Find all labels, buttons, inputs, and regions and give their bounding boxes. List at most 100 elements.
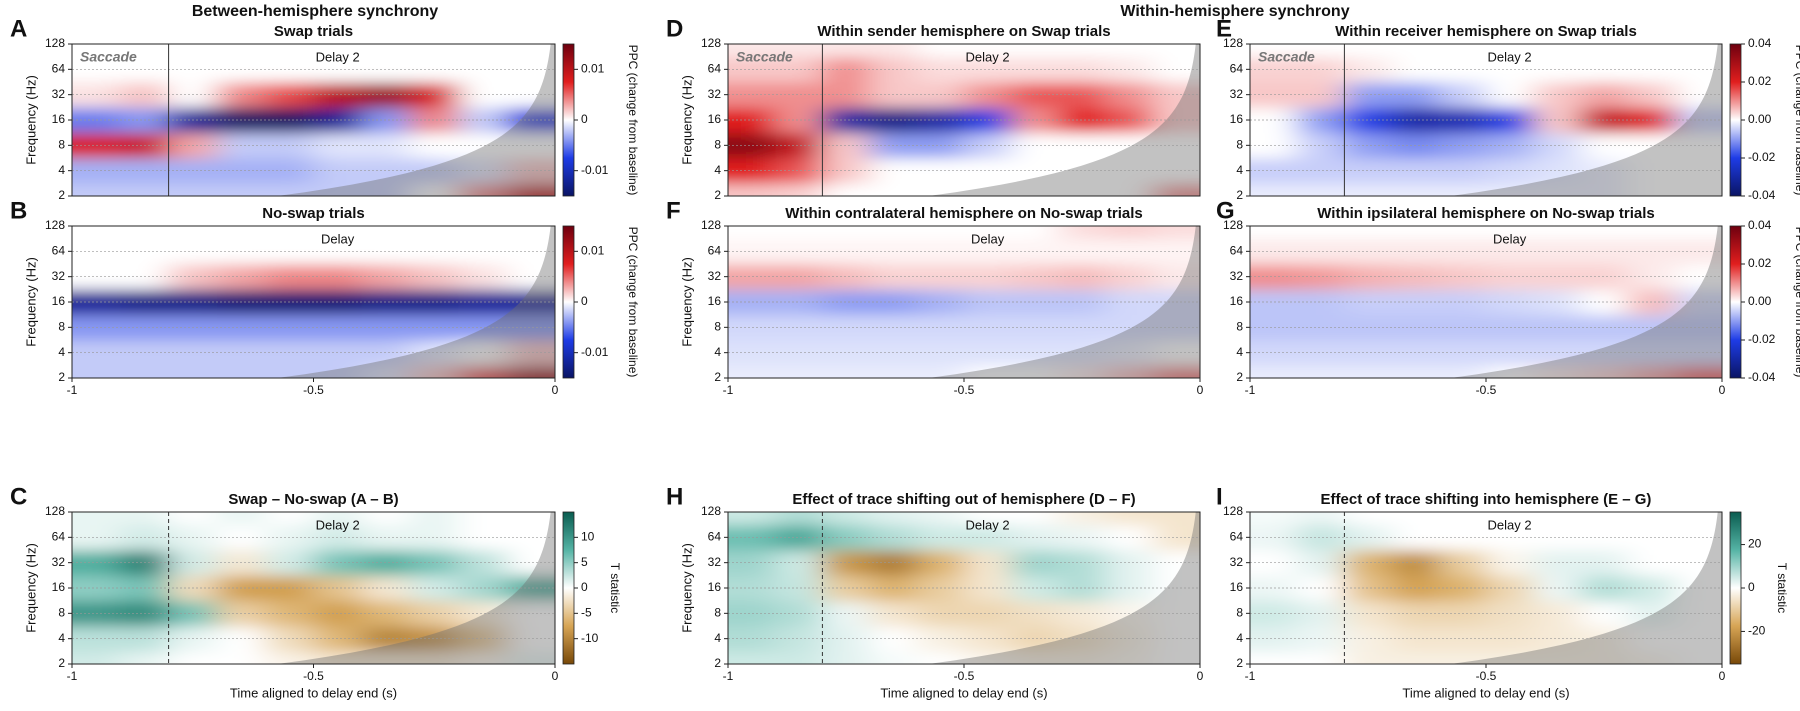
heatmap-cell — [964, 512, 1012, 526]
heatmap-cell — [1438, 365, 1487, 378]
heatmap — [728, 512, 1200, 664]
heatmap-cell — [265, 651, 314, 664]
panel-letter: G — [1216, 197, 1235, 224]
colorbar-tick-label: 0.04 — [1748, 218, 1772, 232]
heatmap-cell — [822, 550, 871, 576]
heatmap-cell — [1486, 132, 1534, 159]
panel: 2 4 8 16 32 64 128 -1 -0.5 0 No-swap trials B Delay F… — [10, 197, 640, 397]
heatmap-cell — [775, 550, 823, 576]
heatmap-cell — [869, 512, 918, 526]
heatmap-cell — [1011, 107, 1059, 134]
heatmap-cell — [506, 550, 555, 576]
heatmap-cell — [1533, 512, 1581, 526]
heatmap-cell — [1486, 56, 1534, 83]
colorbar-tick-label: -0.01 — [581, 163, 609, 177]
heatmap-cell — [1011, 56, 1059, 83]
x-tick-label: -0.5 — [303, 383, 324, 397]
heatmap-cell — [506, 132, 555, 159]
heatmap-cell — [1250, 626, 1298, 652]
heatmap-cell — [1580, 626, 1629, 652]
coi-shade — [928, 512, 1200, 664]
heatmap-cell — [1250, 600, 1298, 627]
heatmap-cell — [964, 183, 1012, 196]
heatmap-cell — [1297, 107, 1345, 134]
heatmap-cell — [216, 512, 266, 526]
heatmap-cell — [361, 226, 411, 240]
heatmap-cell — [728, 600, 776, 627]
heatmap-cell — [120, 651, 170, 664]
y-tick-label: 8 — [714, 138, 721, 152]
y-axis-label: Frequency (Hz) — [679, 75, 694, 165]
heatmap-cell — [822, 82, 871, 108]
heatmap-cell — [1058, 238, 1107, 265]
y-axis-label: Frequency (Hz) — [679, 257, 694, 347]
y-tick-label: 128 — [701, 218, 721, 232]
heatmap-cell — [1580, 365, 1629, 378]
heatmap-cell — [1533, 82, 1581, 108]
heatmap-cell — [1250, 524, 1298, 551]
y-tick-label: 32 — [52, 269, 66, 283]
heatmap-cell — [728, 226, 776, 240]
heatmap-cell — [410, 183, 459, 196]
heatmap-cell — [1058, 600, 1107, 627]
colorbar-tick-label: 0 — [1748, 580, 1755, 594]
y-tick-label: 64 — [708, 244, 722, 258]
heatmap-cell — [728, 132, 776, 159]
heatmap-cell — [1533, 626, 1581, 652]
heatmap-cell — [728, 575, 776, 602]
panel-letter: D — [666, 15, 683, 42]
heatmap-cell — [1580, 132, 1629, 159]
heatmap-cell — [410, 158, 459, 184]
heatmap-cell — [1250, 651, 1298, 664]
heatmap-cell — [728, 107, 776, 134]
heatmap-cell — [1297, 340, 1345, 366]
heatmap-cell — [1011, 575, 1059, 602]
heatmap-cell — [1533, 56, 1581, 83]
heatmap-cell — [1058, 651, 1107, 664]
heatmap-cell — [775, 340, 823, 366]
period-label: Delay — [1493, 231, 1527, 246]
panel-title: Effect of trace shifting into hemisphere… — [1321, 491, 1652, 508]
heatmap-cell — [1250, 512, 1298, 526]
heatmap-cell — [1058, 550, 1107, 576]
y-tick-label: 16 — [1230, 580, 1244, 594]
heatmap-cell — [410, 238, 459, 265]
y-tick-label: 8 — [58, 138, 65, 152]
heatmap-cell — [728, 550, 776, 576]
heatmap-cell — [1580, 512, 1629, 526]
heatmap-cell — [1297, 56, 1345, 83]
heatmap-cell — [458, 550, 508, 576]
heatmap-cell — [1297, 314, 1345, 341]
coi-shade — [277, 226, 555, 378]
heatmap-cell — [728, 56, 776, 83]
colorbar-tick-label: 0.04 — [1748, 36, 1772, 50]
heatmap-cell — [822, 365, 871, 378]
y-tick-label: 16 — [52, 294, 66, 308]
period-label: Delay 2 — [966, 49, 1010, 64]
y-tick-label: 2 — [58, 370, 65, 384]
plot-frame — [1249, 511, 1723, 665]
heatmap-cell — [1250, 82, 1298, 108]
heatmap-cell — [72, 226, 121, 240]
colorbar-label: T statistic — [608, 563, 622, 613]
heatmap-cell — [728, 340, 776, 366]
colorbar-tick-label: 5 — [581, 555, 588, 569]
heatmap-cell — [1011, 82, 1059, 108]
heatmap-cell — [1627, 183, 1676, 196]
heatmap-cell — [1344, 512, 1393, 526]
heatmap-cell — [1058, 365, 1107, 378]
heatmap-cell — [1297, 600, 1345, 627]
y-tick-label: 4 — [714, 631, 721, 645]
heatmap-cell — [728, 651, 776, 664]
heatmap-cell — [775, 44, 823, 58]
heatmap-cell — [1486, 183, 1534, 196]
heatmap-cell — [1297, 524, 1345, 551]
x-tick-label: -1 — [723, 383, 734, 397]
heatmap-cell — [916, 512, 965, 526]
heatmap-cell — [964, 365, 1012, 378]
heatmap-cell — [1152, 365, 1200, 378]
heatmap-cell — [822, 158, 871, 184]
heatmap-cell — [1105, 365, 1154, 378]
panel-title: No-swap trials — [262, 205, 365, 222]
heatmap-cell — [964, 289, 1012, 316]
